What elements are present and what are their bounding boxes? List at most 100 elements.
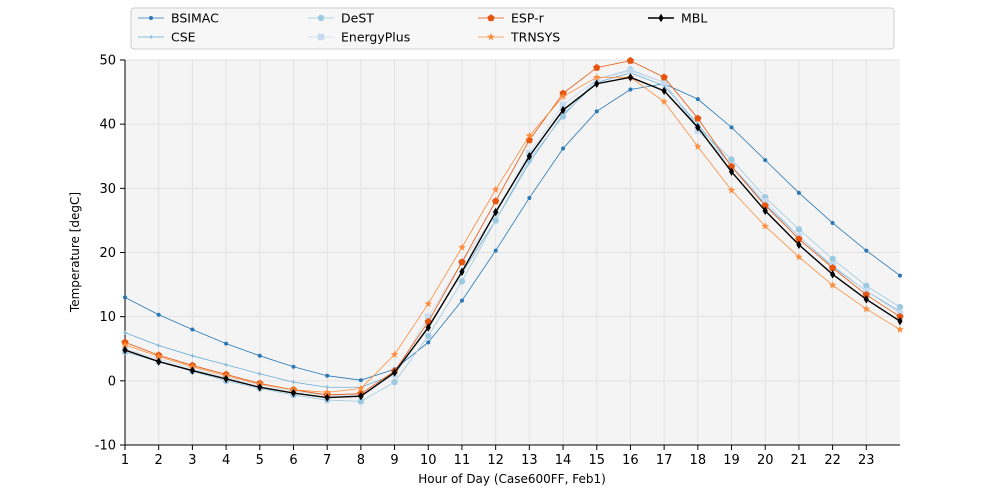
data-point-dest — [863, 282, 870, 290]
data-point-esp-r — [458, 258, 466, 266]
series-mbl — [122, 73, 903, 402]
y-axis-label: Temperature [degC] — [68, 192, 82, 313]
data-point-energyplus — [425, 313, 432, 320]
data-point-mbl — [728, 167, 735, 176]
data-point-dest — [728, 156, 735, 163]
x-tick-label: 12 — [487, 453, 504, 468]
data-point-cse — [257, 371, 262, 376]
data-point-mbl — [223, 374, 229, 384]
data-point-mbl — [122, 345, 128, 355]
series-line-bsimac — [124, 83, 901, 381]
data-point-trnsys — [559, 92, 567, 100]
data-point-mbl — [493, 207, 499, 217]
x-tick-label: 20 — [757, 453, 774, 468]
data-point-mbl — [358, 392, 364, 401]
data-point-mbl — [627, 73, 634, 82]
legend-label: TRNSYS — [510, 30, 560, 45]
legend: BSIMAC CSE DeST EnergyPlus ESP-r TRNSYS MBL — [130, 7, 895, 50]
data-point-bsimac — [156, 312, 161, 317]
series-line-mbl — [124, 76, 901, 399]
data-point-bsimac — [224, 341, 229, 346]
x-tick-label: 16 — [622, 453, 639, 468]
data-point-mbl — [830, 270, 836, 279]
data-point-mbl — [526, 152, 532, 161]
legend-label: CSE — [171, 30, 196, 45]
data-point-energyplus — [593, 76, 600, 83]
data-point-bsimac — [628, 87, 633, 92]
legend-marker — [149, 35, 153, 39]
x-tick-label: 15 — [588, 453, 605, 468]
data-point-energyplus — [660, 79, 668, 86]
data-point-mbl — [156, 357, 162, 366]
series-line-trnsys — [124, 76, 901, 393]
legend-entry-bsimac: BSIMAC — [138, 11, 219, 26]
data-point-dest — [559, 113, 567, 120]
data-point-mbl — [189, 366, 195, 375]
data-point-cse — [190, 353, 195, 358]
x-tick-label: 6 — [289, 453, 297, 468]
data-point-trnsys — [592, 73, 601, 81]
data-point-cse — [156, 343, 161, 348]
x-tick-label: 23 — [858, 453, 875, 468]
axes: 1 2 3 4 5 6 7 8 9 10 11 12 13 14 15 16 17 18 19 20 21 22 23-10… — [95, 54, 900, 468]
data-point-bsimac — [459, 298, 464, 303]
data-point-bsimac — [695, 97, 700, 102]
legend-entry-trnsys: TRNSYS — [478, 30, 560, 45]
legend-label: ESP-r — [511, 11, 545, 26]
data-point-trnsys — [154, 352, 163, 360]
x-tick-label: 19 — [723, 453, 740, 468]
data-point-trnsys — [357, 384, 365, 392]
data-point-bsimac — [527, 195, 532, 200]
data-point-esp-r — [862, 291, 870, 298]
data-point-bsimac — [864, 248, 869, 253]
x-tick-label: 14 — [555, 453, 572, 468]
series-layer — [121, 56, 904, 405]
x-tick-label: 22 — [824, 453, 841, 468]
data-point-dest — [795, 226, 803, 233]
data-point-bsimac — [493, 248, 498, 253]
legend-marker — [317, 14, 325, 22]
data-point-trnsys — [795, 252, 803, 261]
legend-marker — [487, 33, 495, 41]
data-point-cse — [291, 380, 296, 385]
data-point-esp-r — [727, 162, 736, 170]
data-point-trnsys — [727, 186, 736, 194]
x-tick-label: 4 — [222, 453, 230, 468]
data-point-trnsys — [188, 362, 197, 370]
x-tick-label: 10 — [420, 453, 437, 468]
x-tick-label: 11 — [454, 453, 471, 468]
y-tick-label: 30 — [99, 182, 116, 197]
series-line-cse — [124, 72, 901, 388]
x-tick-label: 17 — [656, 453, 673, 468]
series-bsimac — [123, 81, 902, 383]
y-tick-label: -10 — [95, 439, 116, 454]
x-tick-label: 7 — [323, 453, 331, 468]
data-point-mbl — [324, 393, 330, 402]
y-tick-label: 50 — [99, 54, 116, 69]
data-point-dest — [458, 278, 466, 285]
x-tick-label: 2 — [155, 453, 163, 468]
data-point-dest — [829, 255, 836, 263]
data-point-trnsys — [694, 142, 702, 150]
data-point-bsimac — [257, 353, 262, 358]
data-point-trnsys — [660, 97, 668, 105]
legend-marker — [487, 14, 495, 22]
data-point-trnsys — [424, 299, 433, 308]
series-line-dest — [124, 69, 901, 402]
grid-lines — [124, 59, 900, 446]
data-point-bsimac — [123, 295, 127, 300]
data-point-trnsys — [761, 222, 770, 230]
data-point-esp-r — [593, 63, 601, 71]
data-point-energyplus — [559, 101, 567, 109]
x-tick-label: 8 — [357, 453, 365, 468]
data-point-dest — [492, 217, 499, 224]
data-point-trnsys — [525, 131, 534, 139]
data-point-mbl — [290, 388, 297, 398]
data-point-trnsys — [458, 243, 466, 251]
data-point-dest — [896, 303, 904, 311]
y-tick-label: 10 — [99, 310, 116, 325]
x-tick-label: 1 — [121, 453, 129, 468]
data-point-trnsys — [828, 281, 837, 289]
x-tick-label: 18 — [690, 453, 707, 468]
